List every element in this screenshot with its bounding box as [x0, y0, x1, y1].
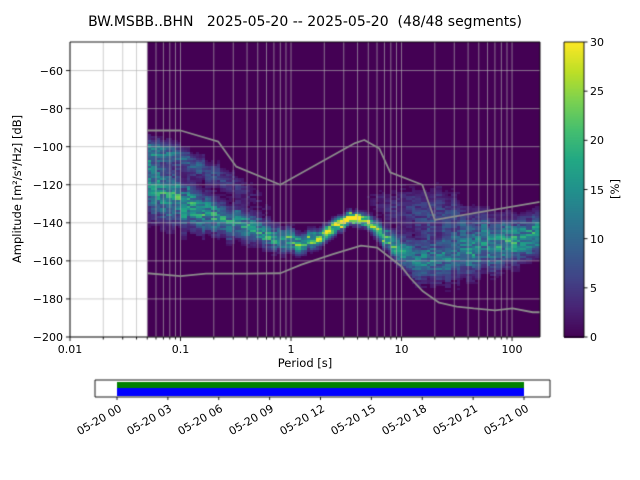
x-axis-label: Period [s]	[277, 356, 333, 370]
chart-title: BW.MSBB..BHN 2025-05-20 -- 2025-05-20 (4…	[88, 14, 522, 30]
colorbar-label: [%]	[608, 179, 622, 199]
y-axis-label: Amplitude [m²/s⁴/Hz] [dB]	[10, 114, 24, 264]
